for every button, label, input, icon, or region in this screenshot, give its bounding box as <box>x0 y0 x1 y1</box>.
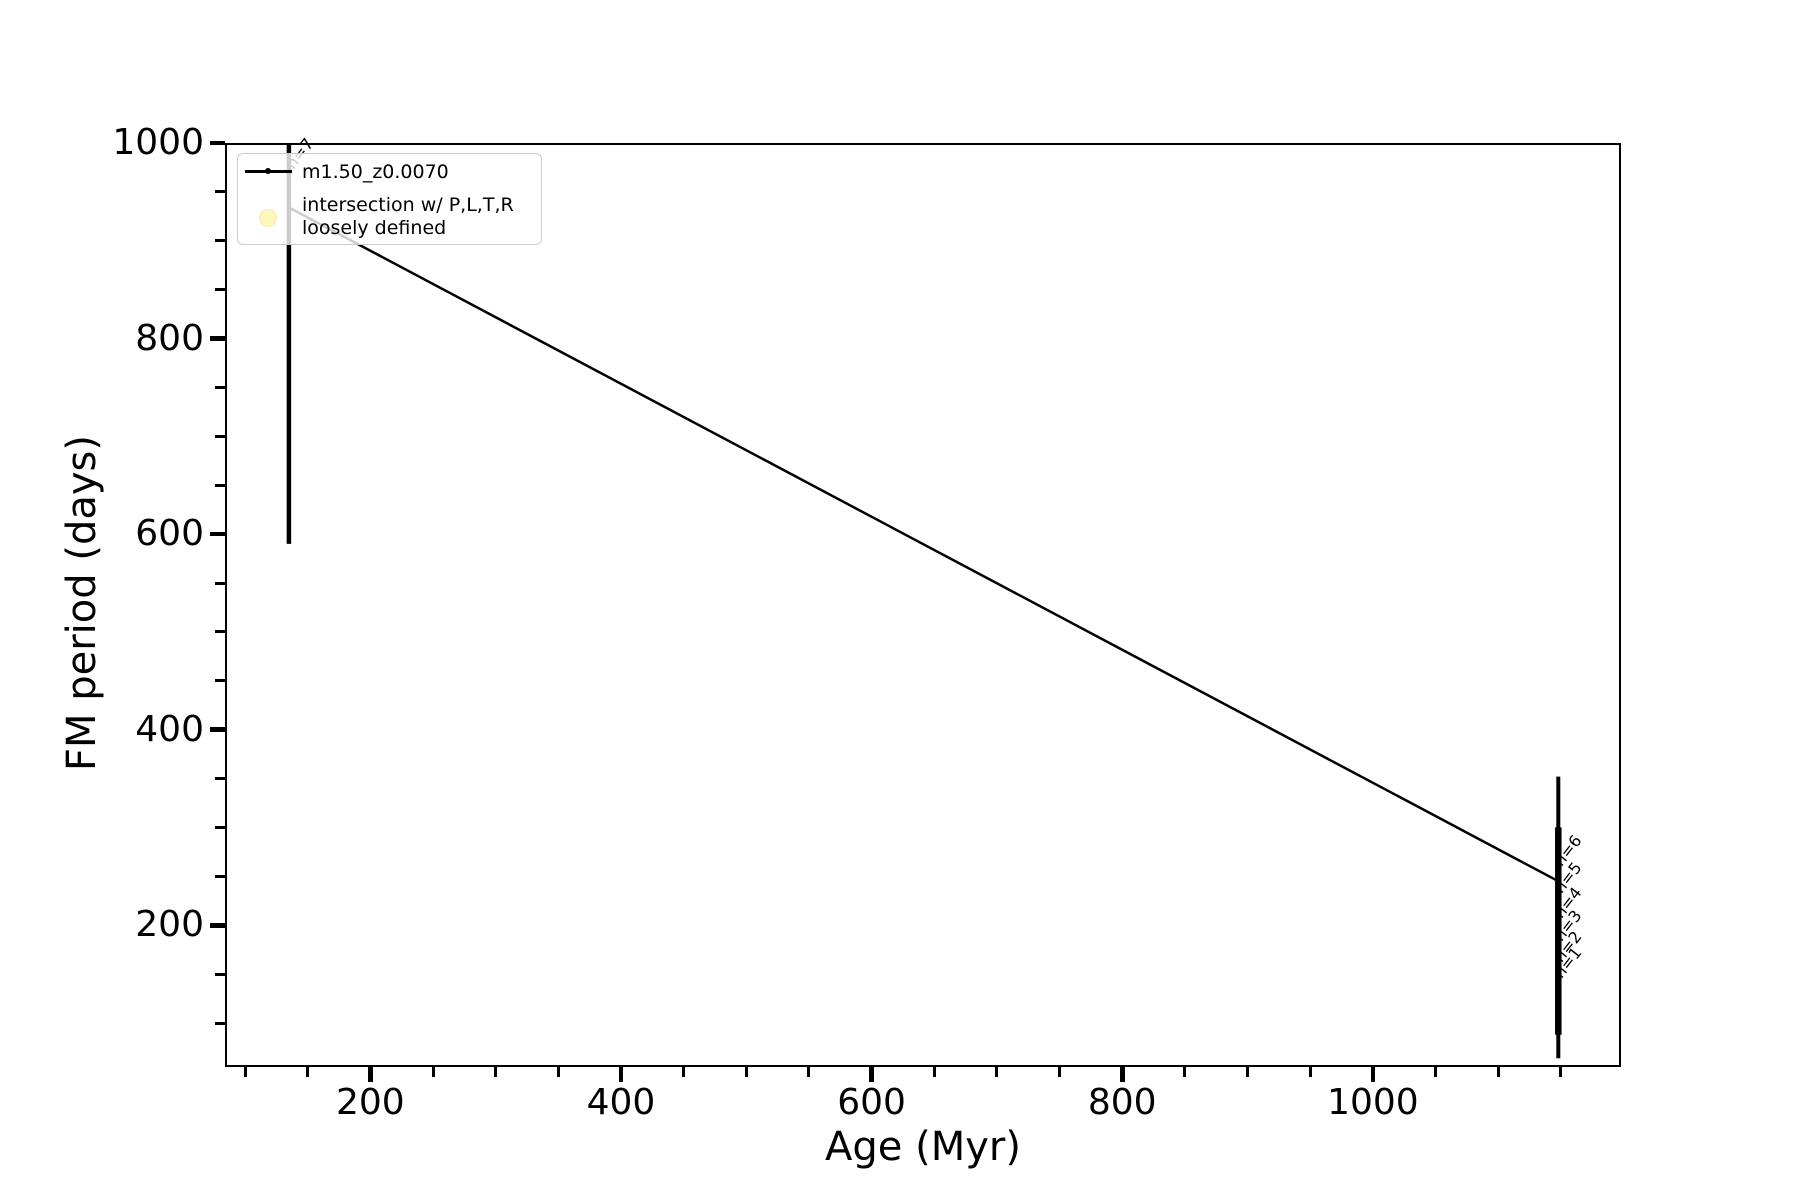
y-minor-tick <box>215 581 225 585</box>
legend-entry-track-label: m1.50_z0.0070 <box>302 161 449 183</box>
x-minor-tick <box>1308 1067 1312 1077</box>
legend-entry-intersection-label: intersection w/ P,L,T,R loosely defined <box>302 194 514 240</box>
y-major-tick <box>210 923 225 928</box>
y-minor-tick <box>215 483 225 487</box>
x-minor-tick <box>744 1067 748 1077</box>
y-minor-tick <box>215 630 225 634</box>
y-major-tick <box>210 531 225 537</box>
y-minor-tick <box>215 288 225 292</box>
x-minor-tick <box>807 1067 811 1077</box>
x-minor-tick <box>306 1067 310 1077</box>
y-minor-tick <box>215 239 225 243</box>
y-minor-tick <box>215 874 225 878</box>
x-minor-tick <box>243 1067 247 1077</box>
legend: m1.50_z0.0070 intersection w/ P,L,T,R lo… <box>237 153 542 245</box>
x-minor-tick <box>1246 1067 1250 1077</box>
x-minor-tick <box>494 1067 498 1077</box>
y-minor-tick <box>215 972 225 976</box>
y-minor-tick <box>215 385 225 389</box>
y-tick-label: 600 <box>135 513 204 555</box>
x-major-tick <box>869 1067 874 1082</box>
y-minor-tick <box>215 434 225 438</box>
x-major-tick <box>368 1067 373 1082</box>
legend-circle-marker-icon <box>259 209 277 227</box>
y-tick-label: 200 <box>135 904 204 946</box>
x-minor-tick <box>1183 1067 1187 1077</box>
legend-dot-marker-icon <box>265 168 271 174</box>
y-major-tick <box>210 727 225 732</box>
x-major-tick <box>1120 1067 1125 1082</box>
legend-entry-intersection-line2: loosely defined <box>302 217 447 239</box>
legend-entry-intersection-line1: intersection w/ P,L,T,R <box>302 194 514 216</box>
plot-area <box>225 143 1621 1067</box>
x-tick-label: 1000 <box>1327 1082 1419 1123</box>
x-major-tick <box>618 1067 624 1082</box>
x-tick-label: 200 <box>336 1082 405 1123</box>
y-tick-label: 400 <box>135 708 204 750</box>
x-minor-tick <box>932 1067 936 1077</box>
x-minor-tick <box>1058 1067 1062 1077</box>
y-minor-tick <box>215 1021 225 1025</box>
y-minor-tick <box>215 679 225 683</box>
x-minor-tick <box>556 1067 560 1077</box>
y-minor-tick <box>215 190 225 194</box>
x-minor-tick <box>1559 1067 1563 1077</box>
x-tick-label: 600 <box>837 1082 906 1123</box>
x-major-tick <box>1370 1067 1376 1082</box>
series-segment <box>288 206 1559 883</box>
y-minor-tick <box>215 825 225 829</box>
x-tick-label: 800 <box>1087 1082 1157 1123</box>
legend-line-sample <box>245 168 292 174</box>
x-axis-label: Age (Myr) <box>825 1124 1021 1170</box>
x-minor-tick <box>1496 1067 1500 1077</box>
y-tick-label: 800 <box>135 317 204 359</box>
y-major-tick <box>210 140 225 146</box>
y-major-tick <box>210 336 225 341</box>
x-minor-tick <box>682 1067 686 1077</box>
y-minor-tick <box>215 777 225 781</box>
x-minor-tick <box>431 1067 435 1077</box>
x-tick-label: 400 <box>586 1082 656 1123</box>
x-minor-tick <box>995 1067 999 1077</box>
x-minor-tick <box>1434 1067 1438 1077</box>
y-tick-label: 1000 <box>112 122 204 163</box>
